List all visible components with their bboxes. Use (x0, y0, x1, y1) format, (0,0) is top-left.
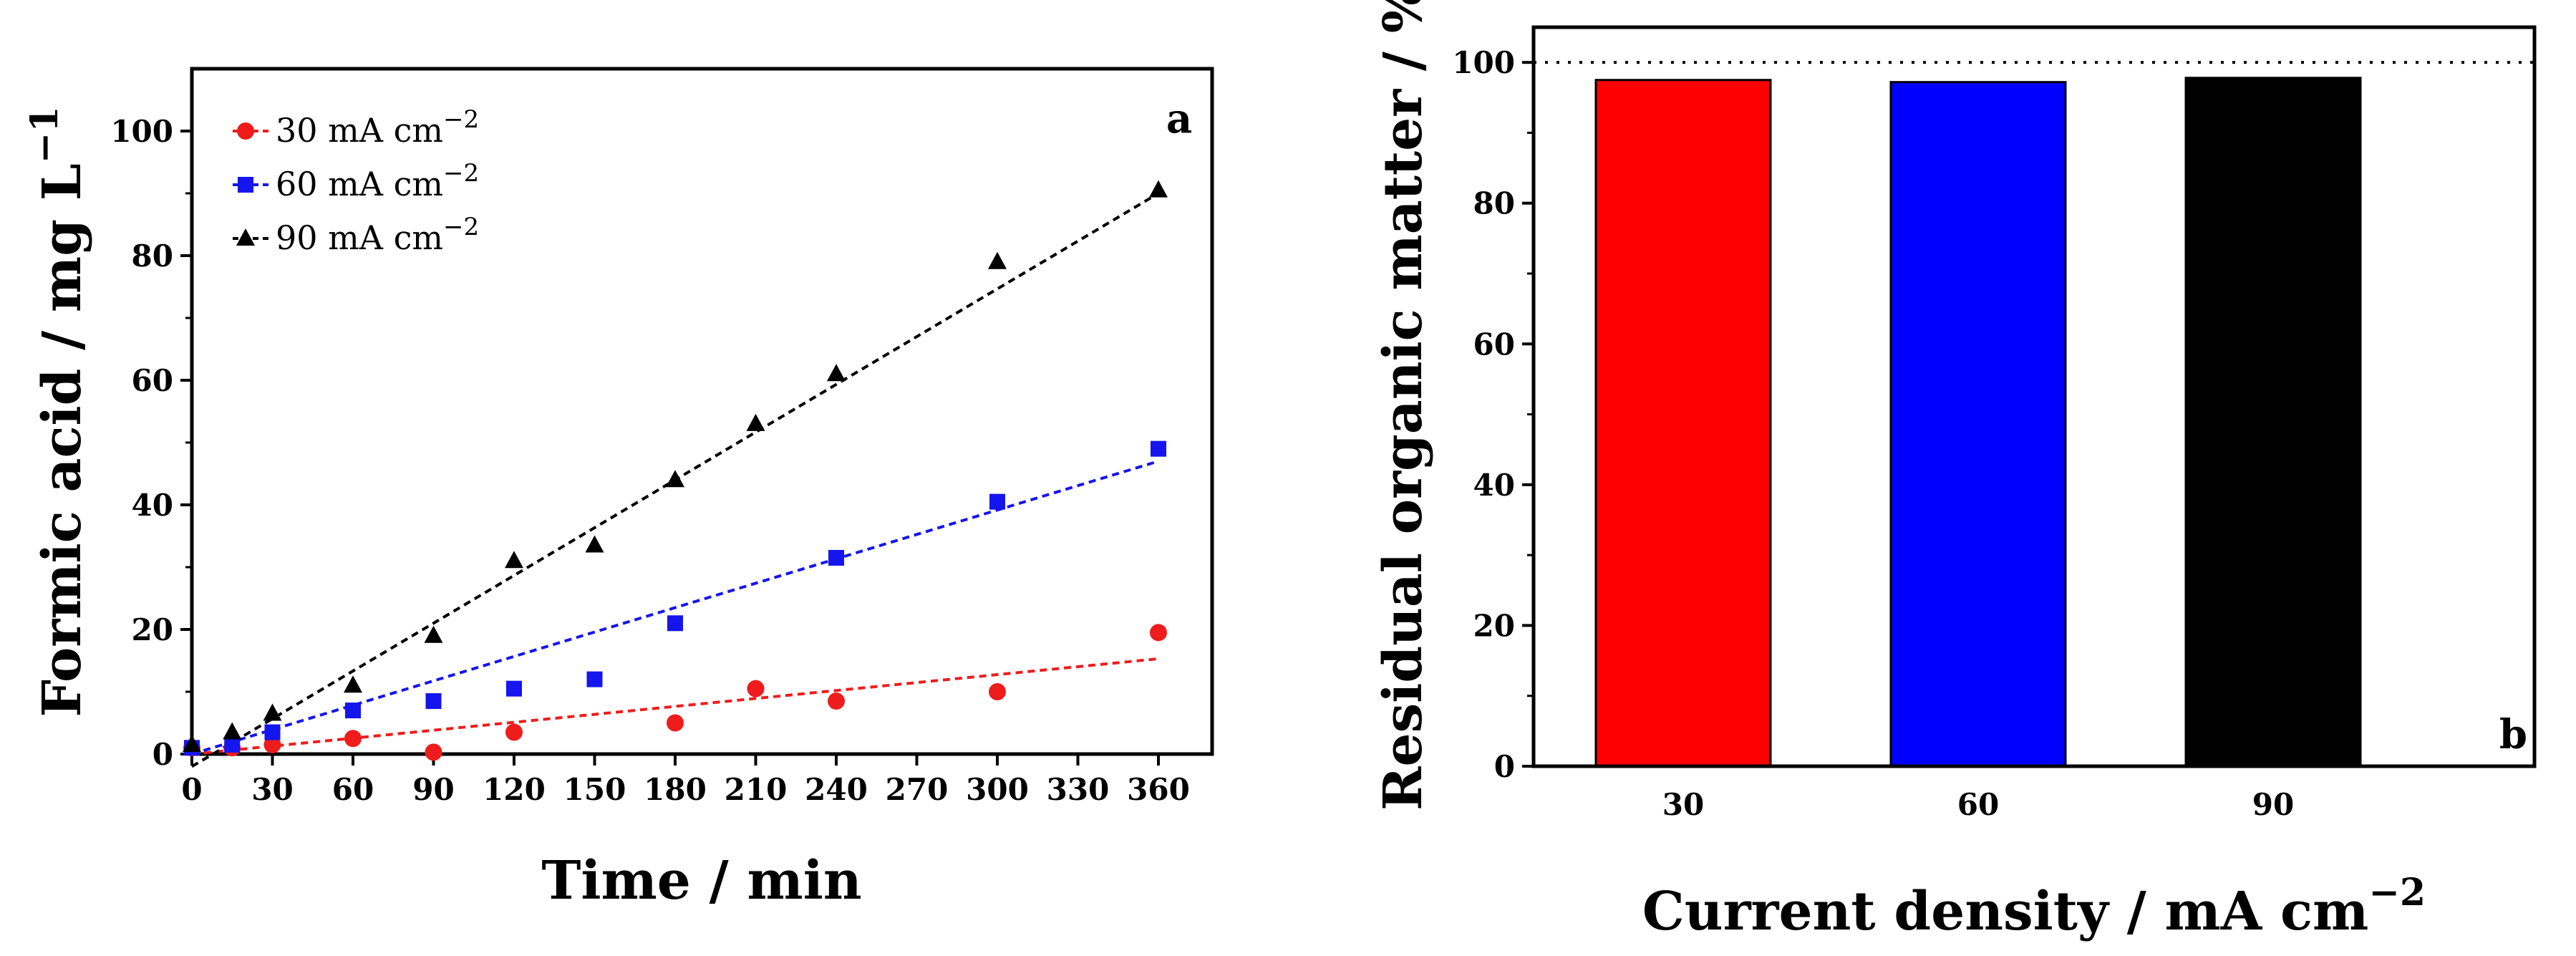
panel-b-x-tick-label: 60 (1957, 787, 1999, 822)
panel-a-data-points (183, 180, 1168, 761)
legend-entry-name: 90 mA cm (276, 218, 443, 257)
panel-a-point-square (989, 493, 1005, 510)
panel-b-y-tick-label: 60 (1473, 327, 1515, 362)
panel-a-point-square (667, 615, 683, 632)
panel-a-fit-line-circle (191, 657, 1159, 755)
panel-a-point-square (506, 680, 522, 697)
legend-entry-name: 60 mA cm (276, 165, 443, 203)
panel-b-x-axis-title: Current density / mA cm−2 (1642, 871, 2426, 942)
bar-30 (1594, 79, 1772, 768)
bar-60 (1889, 81, 2067, 768)
panel-a-y-axis-title-sup: −1 (23, 106, 67, 163)
panel-a-point-triangle (666, 470, 684, 488)
panel-a-point-circle (505, 723, 523, 741)
panel-a-y-tick-label: 40 (132, 488, 173, 523)
panel-a-x-tick-label: 0 (181, 772, 202, 807)
panel-a-y-tick-label: 0 (152, 737, 173, 772)
panel-a-point-triangle (223, 722, 242, 740)
panel-a-x-tick-label: 360 (1127, 772, 1190, 807)
panel-b-y-axis-title: Residual organic matter / % (1372, 0, 1434, 811)
legend-entry-label: 60 mA cm−2 (276, 159, 479, 203)
panel-a-plot-frame (190, 67, 1214, 756)
panel-a-point-circle (263, 735, 281, 753)
panel-a-point-triangle (505, 551, 523, 569)
panel-a-x-tick-label: 90 (412, 772, 454, 807)
panel-a-point-circle (425, 743, 442, 761)
legend-entry-label: 90 mA cm−2 (276, 213, 479, 257)
panel-a-x-tick-label: 30 (251, 772, 293, 807)
legend-entry-sup: −2 (443, 213, 479, 241)
panel-a-x-tick-label: 120 (483, 772, 546, 807)
panel-b-y-tick-label: 80 (1473, 186, 1515, 221)
panel-a-point-square (1151, 440, 1166, 457)
panel-a-point-square (828, 549, 844, 566)
panel-a-point-square (425, 693, 442, 710)
panel-a-y-tick-label: 60 (132, 363, 173, 398)
legend-marker-triangle (236, 228, 255, 246)
panel-a-point-circle (747, 680, 765, 697)
panel-a-scatter-chart: 0 30 60 90 120 150 180 210 240 270 300 330 360 0 20 40 6… (23, 67, 1214, 912)
panel-b-x-tick-label: 90 (2252, 787, 2294, 822)
panel-a-x-tick-label: 300 (966, 772, 1029, 807)
panel-a-y-axis-title: Formic acid / mg L−1 (23, 106, 93, 717)
panel-b-x-axis-title-sup: −2 (2368, 871, 2426, 914)
panel-a-point-triangle (263, 703, 282, 721)
panel-b-x-axis-title-main: Current density / mA cm (1642, 881, 2368, 942)
panel-b-bar-chart: 30 60 90 0 20 40 60 80 100 b Current density / m… (1372, 0, 2537, 942)
legend-entry-sup: −2 (443, 105, 479, 134)
panel-a-x-tick-label: 60 (332, 772, 374, 807)
legend-marker-circle (237, 122, 254, 140)
panel-a-y-tick-label: 100 (110, 114, 173, 149)
panel-b-y-tick-label: 20 (1473, 608, 1515, 643)
panel-a-point-triangle (746, 413, 765, 431)
panel-a-point-square (586, 671, 603, 687)
panel-a-point-square (224, 736, 241, 753)
panel-a-point-circle (344, 730, 362, 748)
legend-entry-sup: −2 (443, 159, 479, 188)
panel-b-y-tick-label: 40 (1473, 468, 1515, 503)
bar-90 (2184, 77, 2362, 768)
panel-a-point-square (264, 724, 281, 740)
panel-b-bars (1594, 77, 2362, 768)
panel-a-y-tick-label: 80 (132, 238, 173, 274)
panel-a-x-axis-title: Time / min (541, 850, 861, 912)
panel-a-point-square (345, 702, 361, 719)
panel-a-x-tick-label: 150 (563, 772, 626, 807)
legend-marker-square (238, 177, 253, 193)
panel-a-point-triangle (183, 734, 201, 752)
panel-a-y-axis-title-main: Formic acid / mg L (32, 163, 93, 717)
panel-a-point-circle (989, 683, 1006, 700)
panel-a-y-tick-label: 20 (132, 612, 173, 647)
panel-a-point-triangle (827, 364, 846, 382)
panel-a-x-tick-label: 210 (725, 772, 788, 807)
panel-a-point-triangle (344, 675, 362, 693)
panel-a-point-triangle (585, 535, 604, 553)
panel-a-point-triangle (1149, 180, 1168, 198)
panel-b-axis-ticks: 30 60 90 0 20 40 60 80 100 (1452, 45, 2294, 822)
panel-a-x-tick-label: 270 (886, 772, 949, 807)
panel-a-point-circle (1150, 624, 1167, 642)
panel-a-fit-line-square (191, 460, 1159, 755)
panel-a-x-tick-label: 180 (644, 772, 707, 807)
panel-a-x-tick-label: 330 (1047, 772, 1110, 807)
panel-a-point-triangle (988, 251, 1007, 269)
panel-a-point-circle (828, 692, 845, 710)
panel-a-point-triangle (424, 625, 443, 643)
panel-a-point-circle (667, 714, 684, 732)
panel-a-x-tick-label: 240 (805, 772, 868, 807)
panel-b-x-tick-label: 30 (1662, 787, 1704, 822)
panel-a-legend: 30 mA cm−260 mA cm−290 mA cm−2 (233, 105, 479, 257)
panel-b-y-tick-label: 0 (1494, 749, 1515, 784)
panel-b-label: b (2499, 711, 2527, 758)
panel-a-label: a (1166, 95, 1192, 143)
legend-entry-name: 30 mA cm (276, 111, 443, 150)
panel-b-plot-frame (1531, 25, 2537, 768)
panel-b-y-tick-label: 100 (1452, 45, 1515, 80)
legend-entry-label: 30 mA cm−2 (276, 105, 479, 150)
panel-a-axis-ticks: 0 30 60 90 120 150 180 210 240 270 300 330 360 0 20 40 6… (110, 114, 1190, 807)
